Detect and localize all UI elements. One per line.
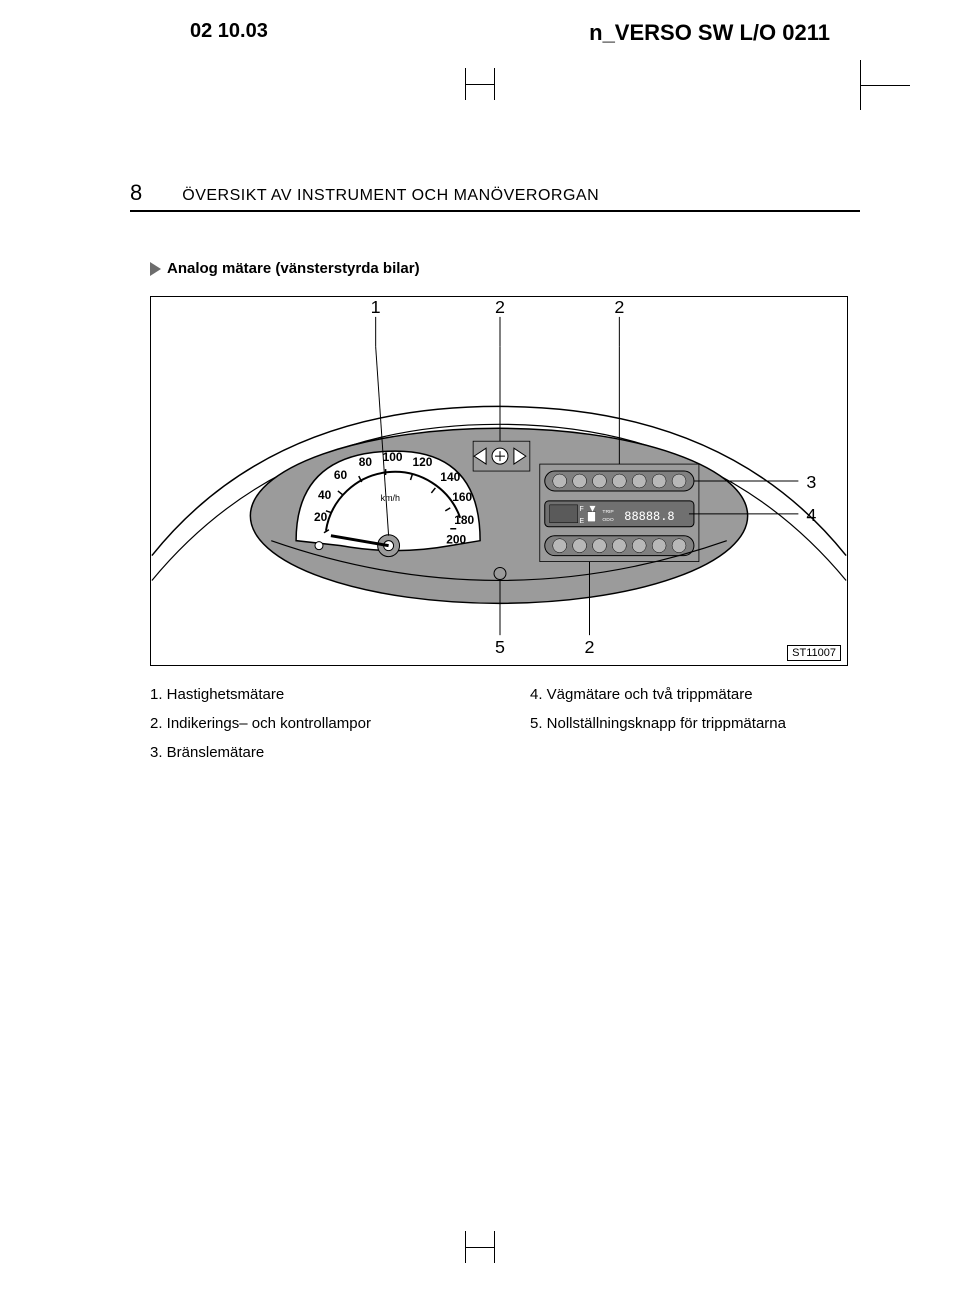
subheading: Analog mätare (vänsterstyrda bilar) xyxy=(150,260,420,277)
svg-text:2: 2 xyxy=(585,637,595,657)
section-title: ÖVERSIKT AV INSTRUMENT OCH MANÖVERORGAN xyxy=(182,187,599,205)
svg-text:160: 160 xyxy=(452,490,472,504)
section-header: 8 ÖVERSIKT AV INSTRUMENT OCH MANÖVERORGA… xyxy=(130,180,860,212)
legend-right-column: 4. Vägmätare och två trippmätare 5. Noll… xyxy=(530,686,850,773)
warning-lamps-bottom xyxy=(545,536,694,556)
legend-item: 2. Indikerings– och kontrollampor xyxy=(150,715,470,732)
figure-id: ST11007 xyxy=(787,645,841,661)
legend-item: 4. Vägmätare och två trippmätare xyxy=(530,686,850,703)
header-doc-id: n_VERSO SW L/O 0211 xyxy=(589,20,830,46)
reset-knob xyxy=(494,568,506,580)
turn-indicators xyxy=(474,448,526,464)
svg-text:3: 3 xyxy=(806,472,816,492)
figure: 20 40 60 80 100 120 140 160 180 200 km/h xyxy=(150,296,848,666)
instrument-cluster-diagram: 20 40 60 80 100 120 140 160 180 200 km/h xyxy=(151,297,847,665)
svg-text:F: F xyxy=(580,506,584,513)
svg-text:ODO: ODO xyxy=(602,517,613,523)
page-number: 8 xyxy=(130,180,142,206)
subheading-text: Analog mätare (vänsterstyrda bilar) xyxy=(167,260,420,277)
svg-text:88888.8: 88888.8 xyxy=(624,509,674,523)
svg-text:4: 4 xyxy=(806,505,816,525)
svg-text:200: 200 xyxy=(446,533,466,547)
lcd-display: F E TRIP ODO 88888.8 xyxy=(545,501,694,527)
svg-text:km/h: km/h xyxy=(381,493,400,503)
svg-text:180: 180 xyxy=(454,513,474,527)
svg-text:40: 40 xyxy=(318,488,332,502)
legend-item: 1. Hastighetsmätare xyxy=(150,686,470,703)
legend-left-column: 1. Hastighetsmätare 2. Indikerings– och … xyxy=(150,686,470,773)
svg-text:140: 140 xyxy=(440,470,460,484)
svg-text:100: 100 xyxy=(383,450,403,464)
svg-text:60: 60 xyxy=(334,468,348,482)
crop-mark-top-right xyxy=(860,60,910,110)
svg-text:20: 20 xyxy=(314,510,328,524)
legend-item: 3. Bränslemätare xyxy=(150,744,470,761)
svg-text:E: E xyxy=(580,518,585,525)
svg-text:120: 120 xyxy=(412,455,432,469)
svg-text:1: 1 xyxy=(371,297,381,317)
crop-mark-top xyxy=(465,68,495,100)
legend-item: 5. Nollställningsknapp för trippmätarna xyxy=(530,715,850,732)
header-date: 02 10.03 xyxy=(190,20,268,46)
warning-lamps-top xyxy=(545,471,694,491)
svg-text:2: 2 xyxy=(495,297,505,317)
svg-text:5: 5 xyxy=(495,637,505,657)
legend: 1. Hastighetsmätare 2. Indikerings– och … xyxy=(150,686,850,773)
svg-text:2: 2 xyxy=(614,297,624,317)
svg-text:80: 80 xyxy=(359,455,373,469)
svg-text:TRIP: TRIP xyxy=(602,509,614,515)
crop-mark-bottom xyxy=(465,1231,495,1263)
triangle-bullet-icon xyxy=(150,262,161,276)
